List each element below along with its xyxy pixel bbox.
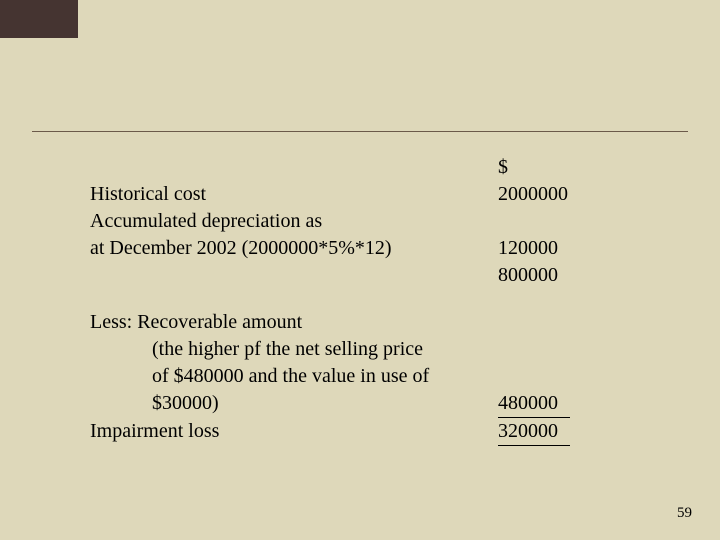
impairment-row: Impairment loss 320000 bbox=[90, 418, 660, 446]
currency-symbol: $ bbox=[490, 154, 660, 181]
less-row-2: (the higher pf the net selling price bbox=[90, 336, 660, 363]
slide-body: $ Historical cost 2000000 Accumulated de… bbox=[90, 154, 660, 446]
impairment-label: Impairment loss bbox=[90, 418, 490, 445]
accent-block bbox=[0, 0, 78, 38]
accum-dep-line1: Accumulated depreciation as bbox=[90, 208, 490, 235]
less-row-4: $30000) 480000 bbox=[90, 390, 660, 418]
less-line2: (the higher pf the net selling price bbox=[90, 336, 490, 363]
recoverable-value: 480000 bbox=[490, 390, 660, 418]
net-value: 800000 bbox=[490, 262, 660, 289]
impairment-value: 320000 bbox=[490, 418, 660, 446]
accum-dep-value: 120000 bbox=[490, 235, 660, 262]
accum-dep-row-2: at December 2002 (2000000*5%*12) 120000 bbox=[90, 235, 660, 262]
less-line3: of $480000 and the value in use of bbox=[90, 363, 490, 390]
accum-dep-row-1: Accumulated depreciation as bbox=[90, 208, 660, 235]
historical-cost-label: Historical cost bbox=[90, 181, 490, 208]
page-number: 59 bbox=[677, 505, 692, 522]
net-value-row: 800000 bbox=[90, 262, 660, 289]
less-row-3: of $480000 and the value in use of bbox=[90, 363, 660, 390]
horizontal-rule bbox=[32, 131, 688, 132]
less-line1: Less: Recoverable amount bbox=[90, 309, 490, 336]
historical-cost-value: 2000000 bbox=[490, 181, 660, 208]
accum-dep-line2: at December 2002 (2000000*5%*12) bbox=[90, 235, 490, 262]
less-row-1: Less: Recoverable amount bbox=[90, 309, 660, 336]
historical-cost-row: Historical cost 2000000 bbox=[90, 181, 660, 208]
less-line4: $30000) bbox=[90, 390, 490, 417]
currency-header-row: $ bbox=[90, 154, 660, 181]
